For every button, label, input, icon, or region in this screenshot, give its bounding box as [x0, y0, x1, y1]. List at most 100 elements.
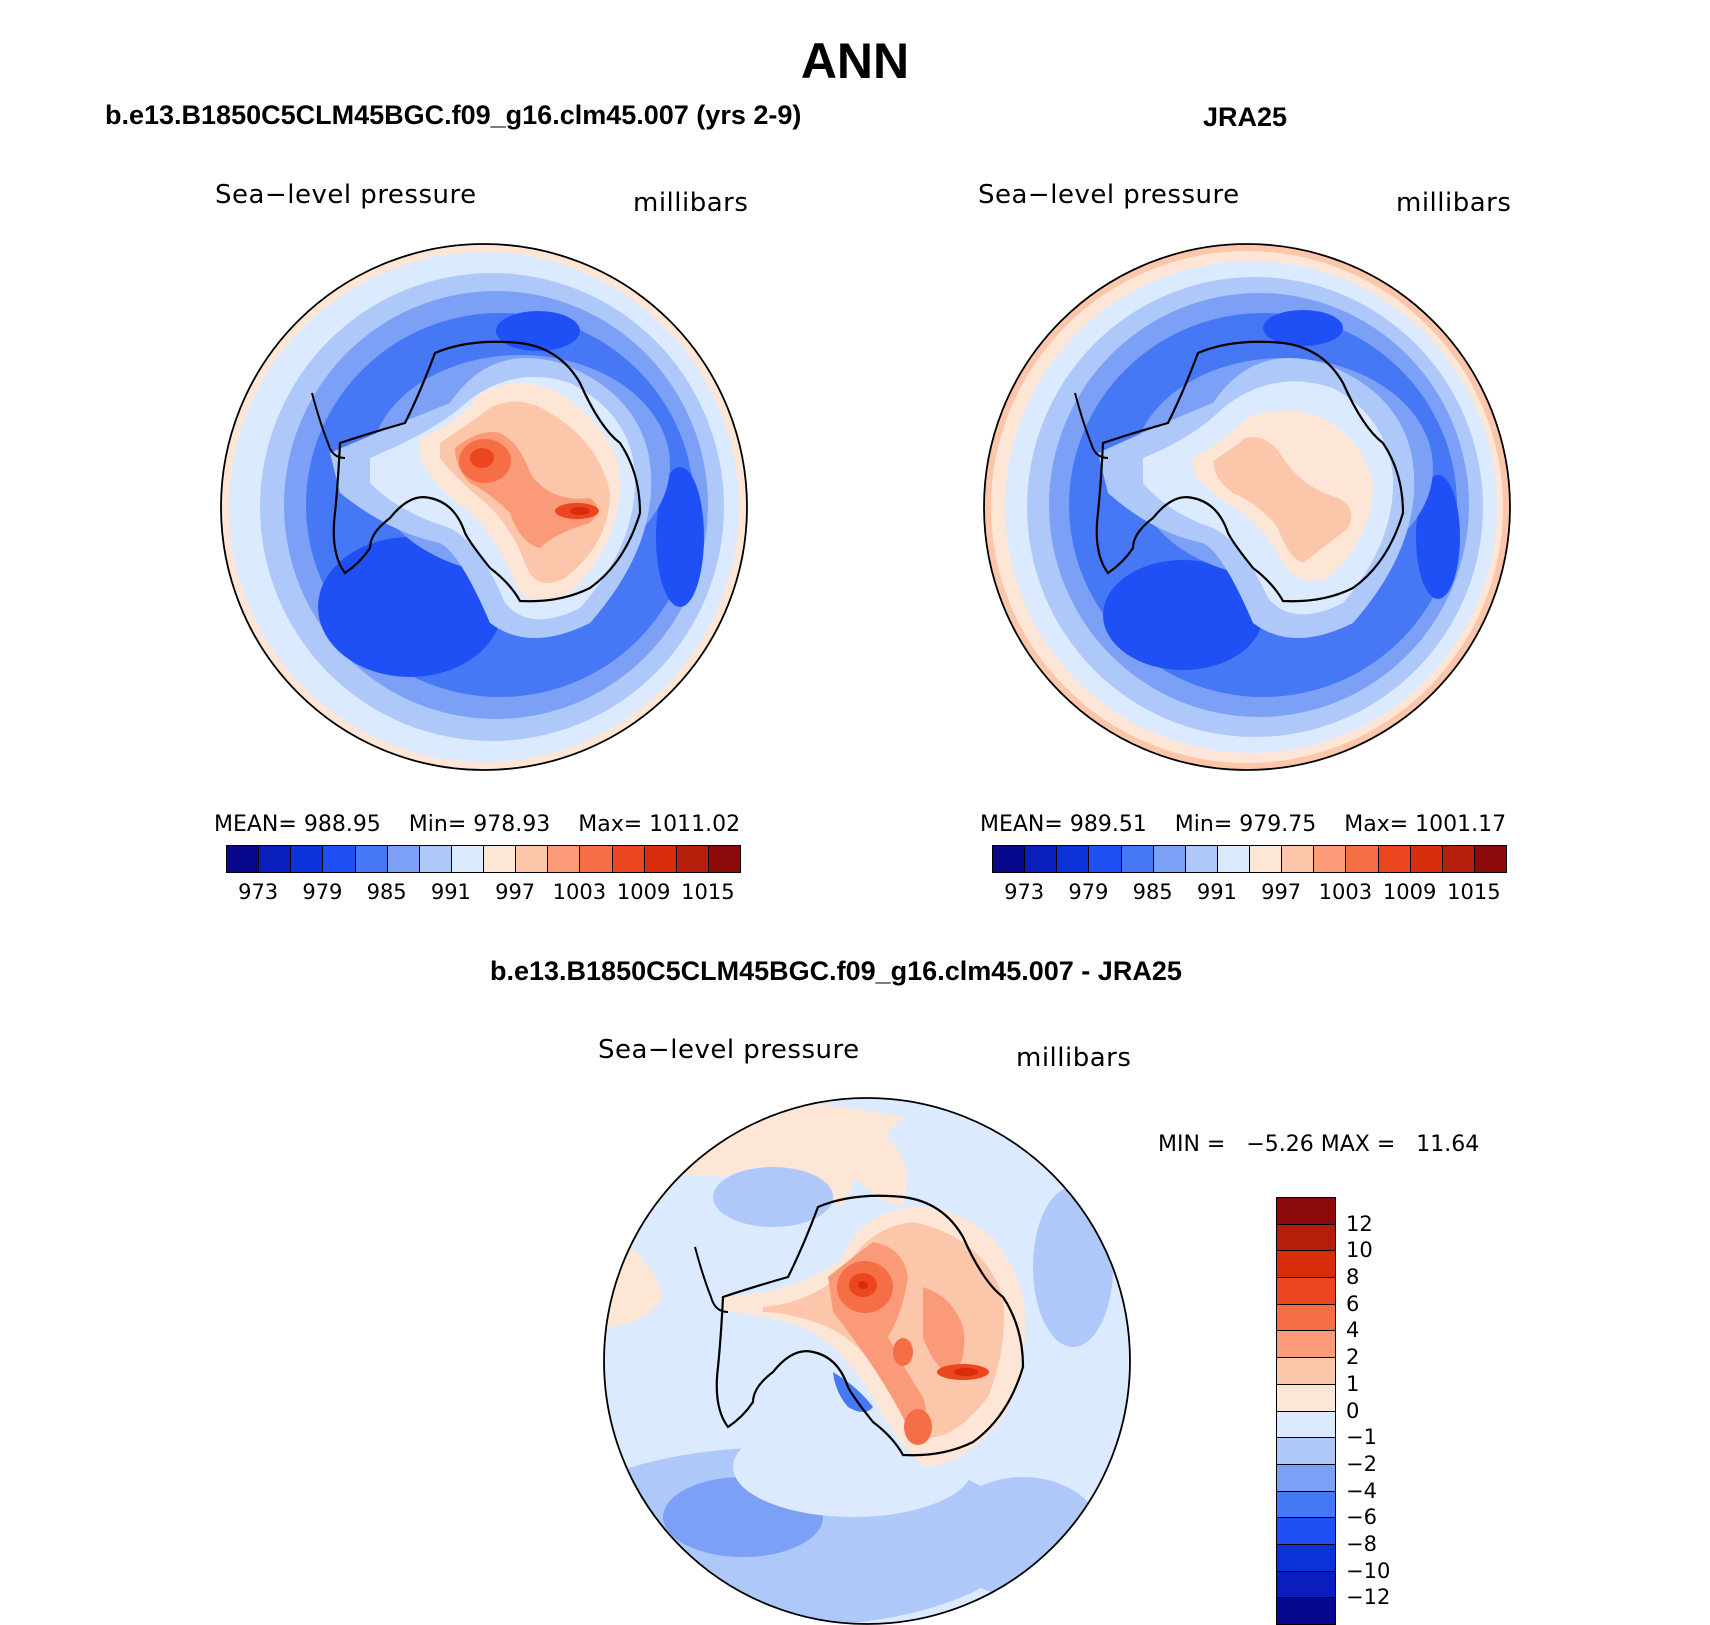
diff-colorbar-swatch [1276, 1463, 1336, 1492]
panel-1-colorbar-swatch [675, 845, 709, 873]
panel-1-colorbar-swatch [515, 845, 549, 873]
panel-1-colorbar-tick-label: 1015 [681, 880, 735, 904]
diff-colorbar-swatch [1276, 1223, 1336, 1252]
diff-colorbar-tick-label: 0 [1346, 1398, 1360, 1423]
panel-2-polar-map [983, 243, 1511, 771]
panel-1-colorbar-tick-label: 979 [302, 880, 343, 904]
panel-2-title: JRA25 [1203, 102, 1288, 132]
panel-2-colorbar-swatch [1409, 845, 1443, 873]
diff-colorbar-swatch [1276, 1437, 1336, 1465]
panel-2-mean-value: 989.51 [1069, 812, 1147, 837]
panel-1-min-label: Min= [408, 812, 467, 837]
diff-colorbar-tick-label: 12 [1346, 1211, 1373, 1236]
panel-2-colorbar-swatch [1216, 845, 1250, 873]
diff-colorbar-tick-label: 1 [1346, 1371, 1360, 1396]
diff-colorbar-swatch [1276, 1517, 1336, 1545]
diff-colorbar-ticks: 12 10 8 6 4 2 1 0 −1 −2 −4 −6 −8 −10 −12 [1346, 1197, 1406, 1624]
panel-1-mean-value: 988.95 [303, 812, 381, 837]
panel-2-colorbar-tick-label: 991 [1196, 880, 1237, 904]
panel-2-colorbar-tick-label: 973 [1004, 880, 1045, 904]
panel-2-colorbar-tick-label: 979 [1068, 880, 1109, 904]
panel-1-units-label: millibars [633, 188, 749, 218]
panel-1-colorbar-swatch [290, 845, 324, 873]
panel-1-max-label: Max= [578, 812, 643, 837]
diff-min-label: MIN = [1158, 1132, 1226, 1157]
panel-1-colorbar-ticks: 973 979 985 991 997 1003 1009 1015 [226, 880, 740, 906]
panel-1-colorbar-tick-label: 985 [366, 880, 407, 904]
diff-colorbar-tick-label: −10 [1346, 1558, 1391, 1583]
panel-1-colorbar [226, 845, 741, 873]
diff-colorbar-swatch [1276, 1410, 1336, 1439]
diff-colorbar-tick-label: 4 [1346, 1318, 1360, 1343]
diff-colorbar-swatch [1276, 1357, 1336, 1385]
panel-1-colorbar-swatch [386, 845, 420, 873]
panel-2-colorbar-tick-label: 985 [1132, 880, 1173, 904]
diff-colorbar [1276, 1197, 1336, 1625]
panel-2-colorbar-swatch [1377, 845, 1411, 873]
panel-1-colorbar-swatch [643, 845, 677, 873]
panel-1-colorbar-tick-label: 1003 [552, 880, 607, 904]
diff-colorbar-swatch [1276, 1570, 1336, 1599]
panel-1-colorbar-swatch [579, 845, 613, 873]
panel-2-colorbar-tick-label: 1015 [1447, 880, 1501, 904]
panel-2-mean-label: MEAN= [980, 812, 1063, 837]
diff-colorbar-swatch [1276, 1597, 1336, 1625]
panel-1-colorbar-swatch [258, 845, 292, 873]
panel-2-min-label: Min= [1174, 812, 1233, 837]
panel-2-colorbar-swatch [1024, 845, 1058, 873]
diff-colorbar-tick-label: −6 [1346, 1505, 1377, 1530]
panel-1-colorbar-swatch [418, 845, 452, 873]
diff-max-value: 11.64 [1416, 1132, 1480, 1157]
diff-colorbar-swatch [1276, 1330, 1336, 1359]
panel-1-max-value: 1011.02 [649, 812, 741, 837]
panel-1-colorbar-swatch [226, 845, 260, 873]
panel-1-colorbar-swatch [547, 845, 581, 873]
panel-1-colorbar-swatch [707, 845, 741, 873]
diff-colorbar-tick-label: 10 [1346, 1238, 1373, 1263]
diff-panel-polar-map [603, 1097, 1131, 1625]
panel-1-mean-label: MEAN= [214, 812, 297, 837]
panel-2-colorbar-swatch [1056, 845, 1090, 873]
panel-2-colorbar-tick-label: 997 [1261, 880, 1302, 904]
panel-2-variable-label: Sea−level pressure [978, 180, 1240, 210]
panel-2-colorbar-swatch [1345, 845, 1379, 873]
panel-2-min-value: 979.75 [1239, 812, 1317, 837]
panel-2-colorbar-swatch [1473, 845, 1507, 873]
panel-2-colorbar-tick-label: 1003 [1318, 880, 1373, 904]
diff-colorbar-swatch [1276, 1197, 1336, 1225]
panel-2-colorbar-swatch [1152, 845, 1186, 873]
diff-colorbar-swatch [1276, 1303, 1336, 1332]
panel-1-title: b.e13.B1850C5CLM45BGC.f09_g16.clm45.007 … [105, 100, 802, 130]
panel-1-variable-label: Sea−level pressure [215, 180, 477, 210]
panel-2-colorbar-tick-label: 1009 [1382, 880, 1437, 904]
diff-colorbar-swatch [1276, 1250, 1336, 1279]
panel-1-colorbar-swatch [450, 845, 484, 873]
diff-colorbar-tick-label: −1 [1346, 1425, 1377, 1450]
panel-1-colorbar-tick-label: 1009 [616, 880, 671, 904]
panel-1-colorbar-swatch [483, 845, 517, 873]
diff-max-label: MAX = [1320, 1132, 1396, 1157]
diff-colorbar-tick-label: 8 [1346, 1265, 1360, 1290]
panel-2-max-value: 1001.17 [1415, 812, 1507, 837]
panel-2-colorbar-swatch [1441, 845, 1475, 873]
diff-colorbar-swatch [1276, 1543, 1336, 1572]
panel-2-colorbar-swatch [1249, 845, 1283, 873]
diff-colorbar-tick-label: −2 [1346, 1451, 1377, 1476]
panel-2-colorbar-swatch [1120, 845, 1154, 873]
panel-1-colorbar-swatch [354, 845, 388, 873]
diff-colorbar-tick-label: 2 [1346, 1345, 1360, 1370]
panel-1-colorbar-swatch [611, 845, 645, 873]
panel-2-colorbar-swatch [992, 845, 1026, 873]
diff-panel-variable-label: Sea−level pressure [598, 1035, 860, 1065]
panel-2-colorbar-swatch [1281, 845, 1315, 873]
panel-1-colorbar-tick-label: 997 [495, 880, 536, 904]
diff-colorbar-tick-label: −8 [1346, 1531, 1377, 1556]
figure-title: ANN [800, 33, 910, 89]
panel-2-colorbar-swatch [1313, 845, 1347, 873]
diff-colorbar-swatch [1276, 1277, 1336, 1305]
panel-2-max-label: Max= [1344, 812, 1409, 837]
panel-1-polar-map [220, 243, 748, 771]
panel-1-colorbar-swatch [322, 845, 356, 873]
diff-panel-title: b.e13.B1850C5CLM45BGC.f09_g16.clm45.007 … [490, 956, 1182, 986]
panel-1-min-value: 978.93 [473, 812, 551, 837]
